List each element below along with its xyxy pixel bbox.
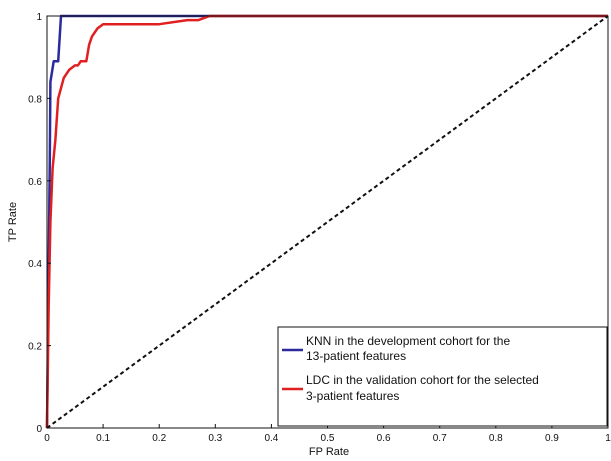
x-tick-label: 1 [605,433,611,444]
x-tick-label: 0.3 [208,433,222,444]
legend-label-ldc-line1: LDC in the validation cohort for the sel… [306,373,539,387]
legend-label-ldc-line2: 3-patient features [306,389,399,403]
y-axis-label: TP Rate [7,202,19,242]
x-tick-label: 0.6 [377,433,391,444]
x-tick-label: 0.5 [321,433,335,444]
x-tick-label: 0.7 [433,433,447,444]
x-tick-label: 0 [44,433,50,444]
y-tick-label: 0.2 [28,342,42,353]
y-tick-label: 1 [36,12,42,23]
legend-label-knn-line2: 13-patient features [306,349,406,363]
y-tick-label: 0 [36,424,42,435]
x-tick-label: 0.1 [96,433,110,444]
x-tick-label: 0.9 [545,433,559,444]
legend: KNN in the development cohort for the 13… [277,326,608,427]
legend-label-knn-line1: KNN in the development cohort for the [306,334,510,348]
y-tick-label: 0.4 [28,259,42,270]
x-axis-label: FP Rate [309,446,349,458]
plot-lines [45,14,609,429]
y-tick-label: 0.8 [28,94,42,105]
x-tick-label: 0.8 [489,433,503,444]
knn-roc-line [45,14,608,429]
x-axis-ticks: 0 0.1 0.2 0.3 0.4 0.5 0.6 0.7 0.8 0.9 1 [44,424,611,444]
y-axis-ticks: 0 0.2 0.4 0.6 0.8 1 [28,12,51,435]
legend-box [277,326,608,427]
ldc-roc-line [45,14,608,429]
x-tick-label: 0.2 [152,433,166,444]
x-tick-label: 0.4 [264,433,278,444]
y-tick-label: 0.6 [28,177,42,188]
